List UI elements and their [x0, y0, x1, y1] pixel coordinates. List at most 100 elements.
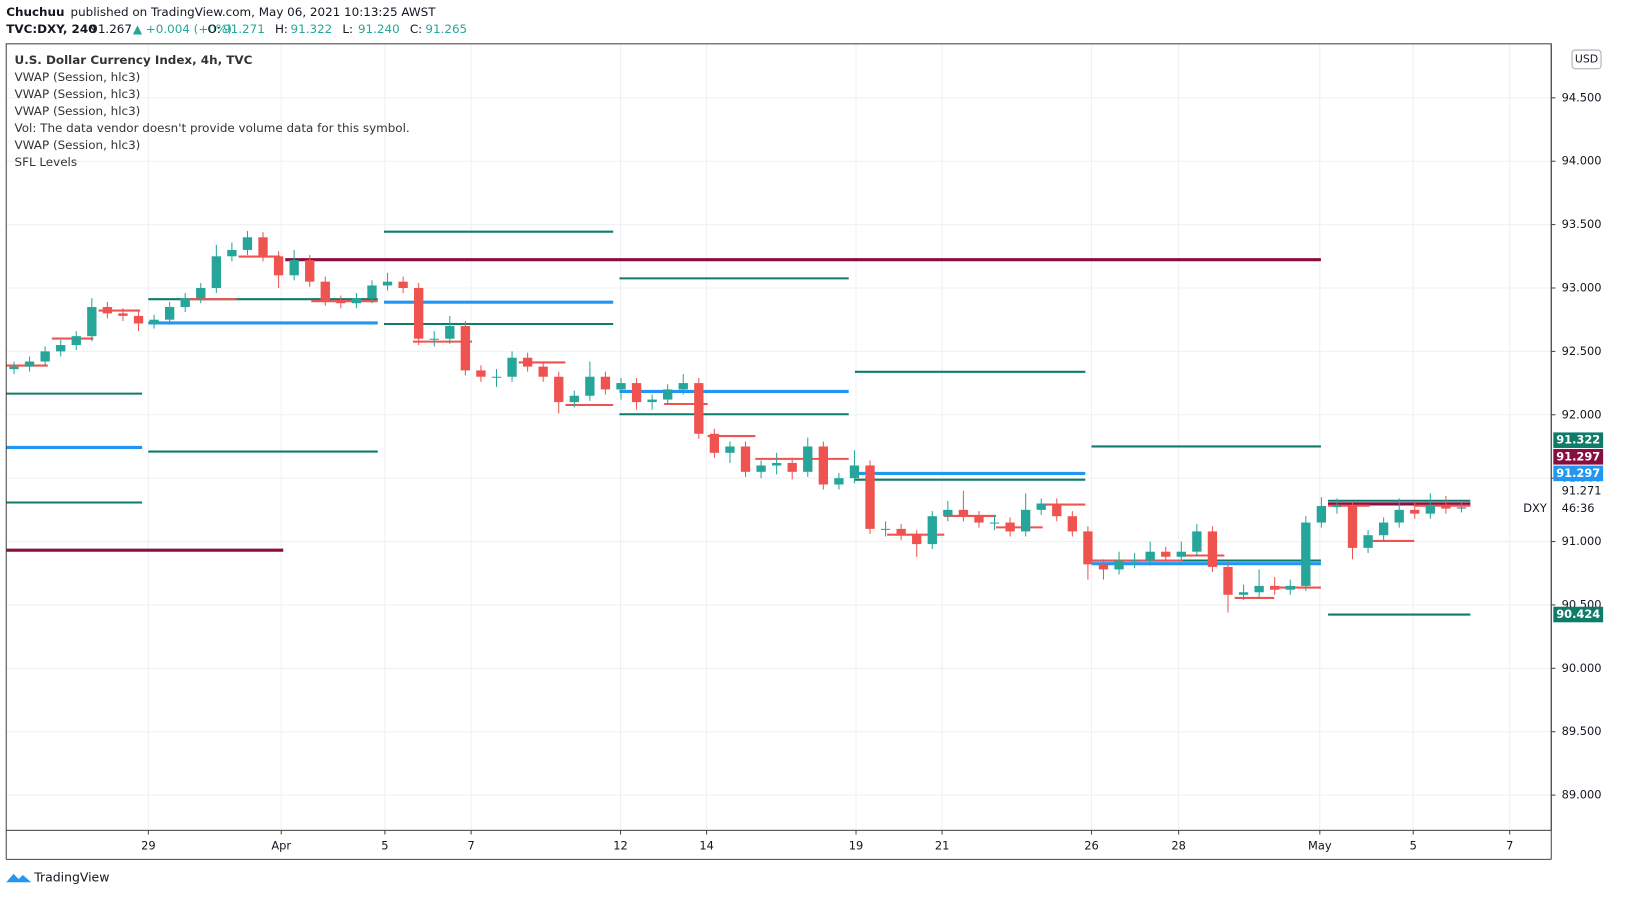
currency-box[interactable] — [1571, 49, 1602, 70]
ohlc-key: O: — [208, 22, 221, 36]
candle-body — [1083, 531, 1093, 565]
candle-body — [305, 260, 315, 282]
price-badge — [1553, 465, 1604, 482]
price-badge-label: 90.424 — [1556, 607, 1600, 621]
candle-body — [289, 260, 299, 276]
candle-body — [1129, 560, 1140, 562]
candle-body — [445, 326, 455, 339]
candle-body — [180, 298, 190, 308]
x-tick-label: 14 — [699, 838, 714, 852]
candle-body — [196, 287, 206, 299]
candle-body — [1270, 585, 1280, 590]
logo-icon — [6, 873, 32, 883]
candle-body — [569, 395, 579, 403]
candle-body — [740, 446, 751, 472]
countdown: 46:36 — [1562, 501, 1595, 515]
footer-brand: TradingView — [33, 870, 109, 885]
currency: USD — [1575, 52, 1598, 65]
candle-body — [336, 300, 346, 304]
ohlc-key: L: — [342, 22, 353, 36]
y-tick-label: 93.500 — [1562, 217, 1602, 231]
symbol: TVC:DXY, 240 — [6, 22, 96, 36]
candle-body — [1394, 509, 1404, 523]
candle-body — [522, 357, 533, 367]
price-badge-label: 91.322 — [1556, 433, 1600, 447]
candle-body — [1363, 535, 1373, 548]
candle-body — [538, 366, 548, 377]
candle-body — [9, 366, 19, 370]
candle-body — [1145, 551, 1155, 561]
candle-body — [491, 376, 502, 378]
countdown-symbol: DXY — [1523, 501, 1547, 515]
x-tick-label: 28 — [1171, 838, 1186, 852]
candle-body — [413, 287, 424, 339]
candle-body — [382, 281, 393, 286]
x-tick-label: 5 — [381, 838, 388, 852]
price-badge-label: 91.297 — [1556, 449, 1600, 463]
plot — [6, 43, 1552, 831]
candle-body — [927, 516, 937, 545]
candle-body — [616, 383, 626, 390]
candle-body — [320, 281, 330, 301]
x-tick-label: 7 — [467, 838, 474, 852]
candle-body — [585, 376, 595, 396]
candle-body — [865, 465, 875, 529]
candle-body — [1441, 506, 1451, 509]
last-price: 91.267 — [90, 22, 132, 36]
candle-body — [1410, 509, 1420, 514]
price-badge — [1553, 432, 1604, 448]
x-tick-label: 7 — [1506, 838, 1513, 852]
candle-body — [849, 465, 860, 479]
price-badge — [1553, 449, 1604, 465]
candle-body — [896, 528, 906, 536]
author: Chuchuu — [6, 5, 64, 19]
candle-body — [725, 446, 735, 453]
candle-body — [1238, 592, 1249, 595]
candle-body — [943, 509, 953, 517]
price-badge-label: 91.297 — [1556, 466, 1600, 480]
x-tick-label: Apr — [271, 838, 291, 852]
candle-body — [1425, 506, 1435, 514]
candle-body — [71, 336, 81, 346]
candle-body — [694, 383, 704, 434]
candle-body — [258, 237, 268, 257]
candle-body — [164, 307, 175, 320]
candle-body — [958, 509, 969, 517]
ohlc-value: 91.265 — [425, 22, 467, 36]
candle-body — [102, 307, 113, 314]
candle-body — [460, 326, 471, 371]
candle-body — [40, 351, 50, 362]
y-tick-label: 89.000 — [1562, 788, 1602, 802]
candle-body — [429, 338, 439, 340]
candle-body — [709, 433, 720, 453]
candle-body — [1036, 503, 1046, 510]
legend-line: VWAP (Session, hlc3) — [15, 138, 141, 152]
candle-body — [367, 285, 377, 299]
ohlc-key: H: — [275, 22, 288, 36]
y-tick-label: 93.000 — [1562, 280, 1602, 294]
candle-body — [756, 465, 766, 472]
candle-body — [1347, 506, 1358, 548]
candle-body — [678, 383, 688, 390]
candle-body — [1192, 531, 1202, 552]
candle-body — [787, 462, 797, 472]
candle-body — [1098, 564, 1109, 570]
x-tick-label: 29 — [141, 838, 156, 852]
x-tick-label: 21 — [935, 838, 950, 852]
ohlc-key: C: — [410, 22, 422, 36]
candle-body — [600, 376, 611, 390]
legend-line: VWAP (Session, hlc3) — [15, 70, 141, 84]
legend-line: U.S. Dollar Currency Index, 4h, TVC — [15, 53, 253, 67]
candle-body — [1332, 506, 1342, 508]
candle-body — [1114, 560, 1124, 570]
x-tick-label: 5 — [1410, 838, 1417, 852]
candle-body — [631, 383, 642, 403]
y-tick-label: 94.000 — [1562, 154, 1602, 168]
candle-body — [149, 319, 159, 324]
candle-body — [24, 361, 35, 367]
y-tick-label: 91.000 — [1562, 534, 1602, 548]
candle-body — [1316, 506, 1327, 523]
candle-body — [351, 298, 362, 304]
price-badge — [1553, 606, 1604, 623]
